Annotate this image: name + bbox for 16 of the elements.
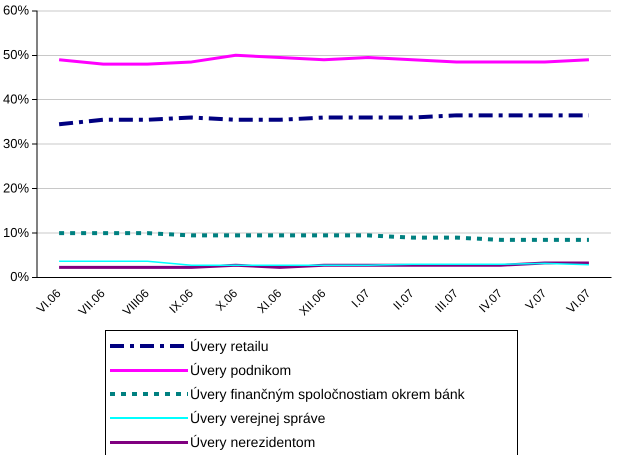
- legend-label: Úvery podnikom: [190, 362, 292, 378]
- legend-label: Úvery verejnej správe: [190, 410, 326, 426]
- legend-label: Úvery retailu: [190, 338, 269, 354]
- y-tick-label: 10%: [2, 224, 30, 240]
- legend-label: Úvery finančným spoločnostiam okrem bánk: [190, 386, 465, 402]
- legend-label: Úvery nerezidentom: [190, 434, 316, 450]
- line-series: [57, 231, 591, 242]
- y-tick-label: 20%: [2, 180, 30, 196]
- line-series: [57, 113, 591, 126]
- y-tick-label: 50%: [2, 46, 30, 62]
- x-tick-label: I.07: [348, 286, 373, 310]
- y-tick-label: 30%: [2, 136, 30, 151]
- y-tick-label: 40%: [2, 91, 30, 106]
- y-tick-label: 0%: [10, 269, 30, 284]
- y-tick-label: 60%: [2, 2, 30, 18]
- x-tick-label: V.07: [522, 286, 550, 313]
